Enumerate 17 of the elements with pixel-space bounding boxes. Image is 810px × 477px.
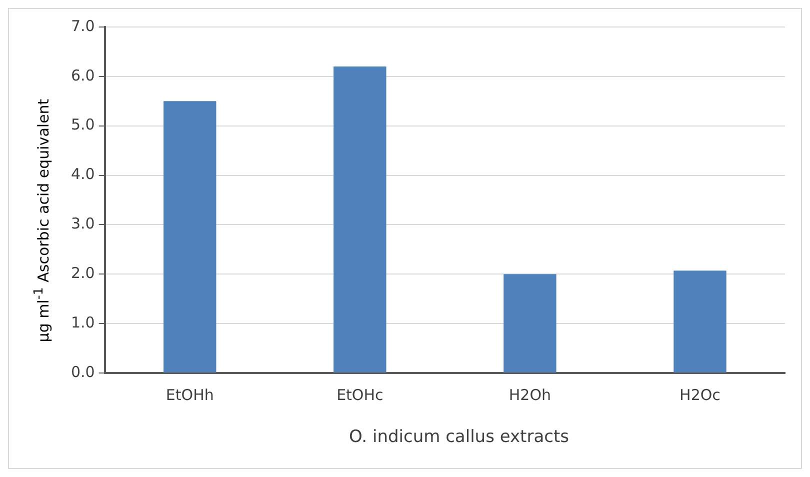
bar	[334, 66, 386, 372]
x-tick-label: H2Oh	[508, 386, 552, 404]
y-tick-label: 7.0	[70, 16, 95, 35]
x-tick-label: EtOHc	[336, 386, 384, 404]
y-tick-label: 4.0	[70, 165, 95, 184]
y-tick-label: 1.0	[70, 313, 95, 332]
bar	[674, 270, 726, 372]
x-tick-label: EtOHh	[166, 386, 214, 404]
bar	[164, 101, 216, 372]
y-tick-label: 0.0	[70, 362, 95, 381]
y-tick-label: 2.0	[70, 264, 95, 282]
y-tick-label: 5.0	[70, 116, 95, 134]
x-axis-title: O. indicum callus extracts	[348, 427, 570, 447]
x-tick-label: H2Oc	[680, 386, 720, 404]
bar	[504, 274, 556, 372]
y-tick-label: 3.0	[70, 214, 95, 233]
y-tick-label: 6.0	[70, 66, 95, 84]
